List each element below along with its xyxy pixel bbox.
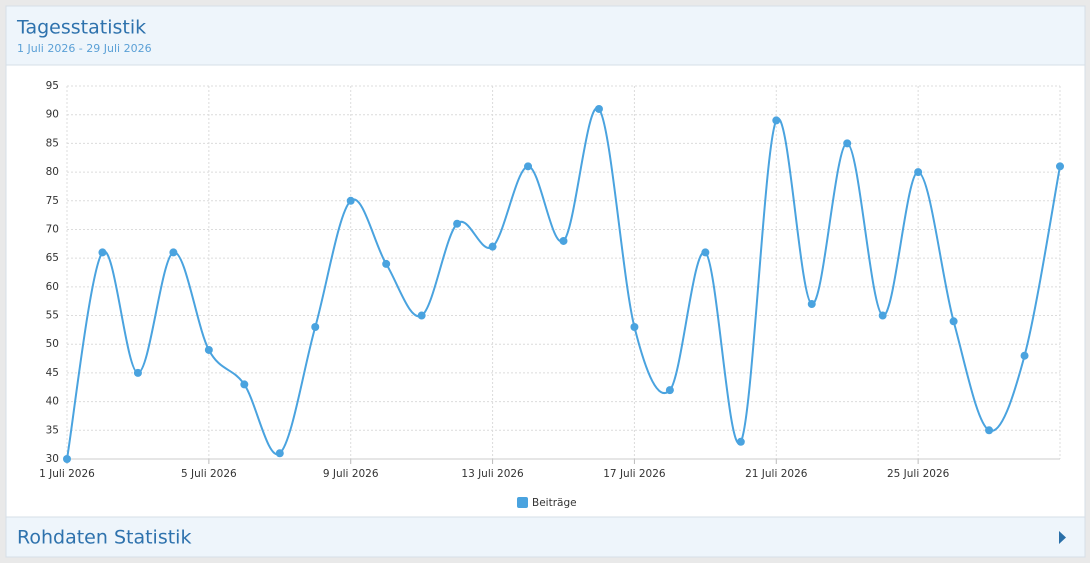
y-tick-label: 95 xyxy=(46,80,59,92)
data-point xyxy=(417,311,426,320)
data-point xyxy=(949,317,958,326)
data-point xyxy=(63,455,71,463)
y-tick-label: 50 xyxy=(46,338,59,350)
data-point xyxy=(98,248,107,257)
y-tick-label: 40 xyxy=(46,396,59,408)
header-title: Tagesstatistik xyxy=(16,17,146,39)
y-tick-label: 85 xyxy=(46,137,59,149)
footer-title[interactable]: Rohdaten Statistik xyxy=(17,527,191,549)
data-point xyxy=(807,300,816,309)
x-tick-label: 13 Juli 2026 xyxy=(461,468,524,480)
data-point xyxy=(701,248,710,257)
data-point xyxy=(630,323,639,332)
expand-arrow[interactable] xyxy=(1059,531,1066,544)
data-point xyxy=(985,426,994,435)
data-point xyxy=(914,168,923,177)
data-point xyxy=(240,380,249,389)
data-point xyxy=(665,386,674,395)
x-tick-label: 21 Juli 2026 xyxy=(745,468,808,480)
data-point xyxy=(382,259,391,268)
data-point xyxy=(311,323,320,332)
y-tick-label: 35 xyxy=(46,424,59,436)
data-point xyxy=(878,311,887,320)
data-point xyxy=(559,236,568,245)
data-point xyxy=(453,219,462,228)
y-tick-label: 30 xyxy=(46,453,59,465)
y-tick-label: 90 xyxy=(46,109,59,121)
data-point xyxy=(772,116,781,125)
data-point xyxy=(1020,351,1029,360)
data-point xyxy=(1056,162,1064,171)
x-tick-label: 25 Juli 2026 xyxy=(887,468,950,480)
data-point xyxy=(169,248,178,257)
header-subtitle: 1 Juli 2026 - 29 Juli 2026 xyxy=(17,42,152,55)
footer-panel[interactable] xyxy=(5,516,1086,558)
y-tick-label: 80 xyxy=(46,166,59,178)
data-point xyxy=(275,449,284,458)
header-panel xyxy=(5,5,1086,66)
data-point xyxy=(736,437,745,446)
y-tick-label: 70 xyxy=(46,223,59,235)
legend-swatch xyxy=(517,497,528,508)
y-tick-label: 75 xyxy=(46,195,59,207)
y-tick-label: 45 xyxy=(46,367,59,379)
y-tick-label: 60 xyxy=(46,281,59,293)
x-tick-label: 17 Juli 2026 xyxy=(603,468,666,480)
x-tick-label: 9 Juli 2026 xyxy=(323,468,379,480)
data-point xyxy=(488,242,497,251)
y-tick-label: 55 xyxy=(46,310,59,322)
series-line xyxy=(66,107,1061,460)
data-point xyxy=(524,162,533,171)
x-tick-label: 5 Juli 2026 xyxy=(181,468,237,480)
data-point xyxy=(133,368,142,377)
data-point xyxy=(843,139,852,148)
x-tick-label: 1 Juli 2026 xyxy=(39,468,95,480)
data-point xyxy=(594,104,603,113)
legend-label: Beiträge xyxy=(532,497,577,509)
chart-panel xyxy=(5,64,1086,518)
chart: 30 35 40 45 50 55 60 65 70 75 80 85 90 95 1 Juli 2026 5… xyxy=(39,80,1064,509)
data-point xyxy=(346,196,355,205)
data-point xyxy=(204,345,213,354)
y-tick-label: 65 xyxy=(46,252,59,264)
